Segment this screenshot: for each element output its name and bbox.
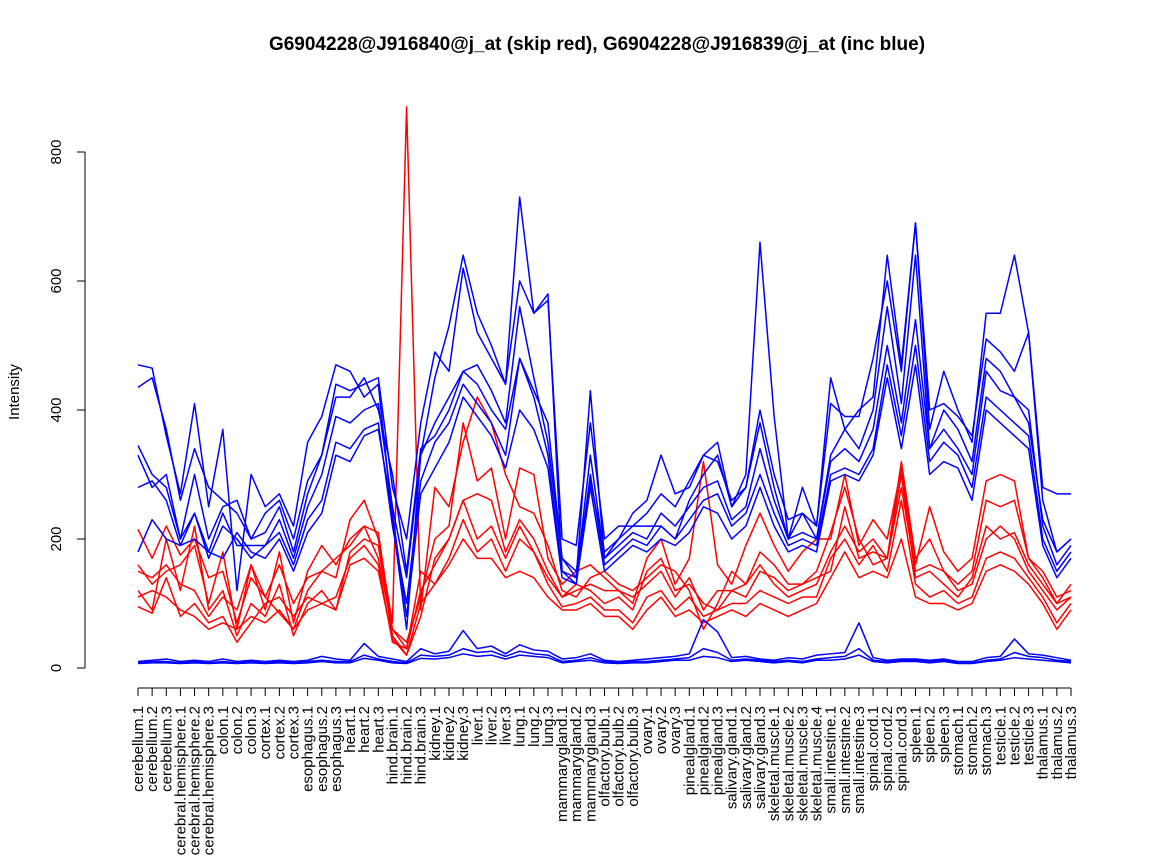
x-tick-label: liver.3	[498, 706, 515, 745]
x-tick-label: small.intestine.3	[851, 706, 868, 814]
x-tick-label: kidney.2	[441, 706, 458, 761]
x-tick-label: salivary.gland.1	[724, 706, 741, 809]
x-tick-label: ovary.2	[653, 706, 670, 754]
x-tick-label: stomach.1	[950, 706, 967, 775]
chart-title: G6904228@J916840@j_at (skip red), G69042…	[269, 34, 925, 55]
x-tick-label: testicle.1	[992, 706, 1009, 765]
inc-series-line-2	[137, 222, 1072, 553]
x-tick-label: lung.1	[512, 706, 529, 747]
y-tick-label: 200	[48, 526, 65, 551]
x-tick-label: stomach.3	[978, 706, 995, 775]
x-axis: cerebellum.1cerebellum.2cerebellum.3cere…	[130, 687, 1080, 855]
x-tick-label: spleen.1	[908, 706, 925, 763]
x-tick-label: heart.3	[370, 706, 387, 753]
x-tick-label: skeletal.muscle.1	[766, 706, 783, 821]
x-tick-label: cerebral.hemisphere.2	[187, 706, 204, 855]
x-tick-label: lung.3	[540, 706, 557, 747]
x-tick-label: cerebellum.1	[130, 706, 147, 792]
x-tick-label: cortex.3	[286, 706, 303, 759]
x-tick-label: skeletal.muscle.2	[780, 706, 797, 821]
x-tick-label: mammarygland.2	[568, 706, 585, 822]
series-layer	[137, 106, 1072, 665]
x-tick-label: hind.brain.2	[399, 706, 416, 784]
x-tick-label: liver.2	[483, 706, 500, 745]
x-tick-label: heart.2	[356, 706, 373, 753]
x-tick-label: cerebral.hemisphere.3	[201, 706, 218, 855]
x-tick-label: colon.2	[229, 706, 246, 754]
inc-series-line-6	[137, 364, 1072, 618]
inc-series-line-4	[137, 318, 1072, 579]
x-tick-label: testicle.3	[1021, 706, 1038, 765]
x-tick-label: olfactory.bulb.1	[597, 706, 614, 807]
x-tick-label: cerebellum.2	[144, 706, 161, 792]
x-tick-label: skeletal.muscle.4	[809, 706, 826, 821]
skip-series-line-3	[137, 486, 1072, 656]
x-tick-label: esophagus.3	[328, 706, 345, 792]
skip-series-line-4	[137, 499, 1072, 650]
x-tick-label: testicle.2	[1006, 706, 1023, 765]
x-tick-label: spinal.cord.1	[865, 706, 882, 791]
inc-series-line-5	[137, 344, 1072, 605]
x-tick-label: salivary.gland.3	[752, 706, 769, 809]
skip-series-line-5	[137, 473, 1072, 650]
x-tick-label: liver.1	[469, 706, 486, 745]
x-tick-label: spinal.cord.2	[879, 706, 896, 791]
x-tick-label: lung.2	[526, 706, 543, 747]
y-axis-label: Intensity	[6, 364, 23, 420]
skip-series-line-2	[137, 422, 1072, 643]
x-tick-label: colon.3	[243, 706, 260, 754]
inc-series-line-9	[137, 653, 1072, 665]
x-tick-label: ovary.3	[667, 706, 684, 754]
skip-series-line-6	[137, 538, 1072, 656]
x-tick-label: spinal.cord.3	[893, 706, 910, 791]
x-tick-label: thalamus.1	[1035, 706, 1052, 779]
x-tick-label: spleen.2	[922, 706, 939, 763]
x-tick-label: cerebellum.3	[158, 706, 175, 792]
x-tick-label: salivary.gland.2	[738, 706, 755, 809]
x-tick-label: stomach.2	[964, 706, 981, 775]
y-tick-label: 0	[48, 664, 65, 672]
x-tick-label: ovary.1	[639, 706, 656, 754]
x-tick-label: hind.brain.1	[384, 706, 401, 784]
x-tick-label: thalamus.2	[1049, 706, 1066, 779]
x-tick-label: skeletal.muscle.3	[794, 706, 811, 821]
x-tick-label: pinealgland.3	[710, 706, 727, 795]
x-tick-label: thalamus.3	[1063, 706, 1080, 779]
x-tick-label: cortex.2	[271, 706, 288, 759]
x-tick-label: olfactory.bulb.2	[611, 706, 628, 807]
y-tick-label: 800	[48, 139, 65, 164]
x-tick-label: cerebral.hemisphere.1	[172, 706, 189, 855]
x-tick-label: pinealgland.2	[695, 706, 712, 795]
x-tick-label: olfactory.bulb.3	[625, 706, 642, 807]
x-tick-label: mammarygland.3	[582, 706, 599, 822]
x-tick-label: colon.1	[215, 706, 232, 754]
x-tick-label: small.intestine.1	[823, 706, 840, 814]
x-tick-label: kidney.1	[427, 706, 444, 761]
y-tick-label: 600	[48, 268, 65, 293]
inc-series-line-7	[137, 618, 1072, 663]
y-tick-label: 400	[48, 397, 65, 422]
y-axis: 0 200 400 600 800	[48, 139, 86, 672]
x-tick-label: esophagus.2	[314, 706, 331, 792]
inc-series-line-3	[137, 254, 1072, 572]
x-tick-label: pinealgland.1	[681, 706, 698, 795]
x-tick-label: heart.1	[342, 706, 359, 753]
x-tick-label: kidney.3	[455, 706, 472, 761]
x-tick-label: cortex.1	[257, 706, 274, 759]
x-tick-label: small.intestine.2	[837, 706, 854, 814]
x-tick-label: mammarygland.1	[554, 706, 571, 822]
x-tick-label: esophagus.1	[300, 706, 317, 792]
x-tick-label: spleen.3	[936, 706, 953, 763]
x-tick-label: hind.brain.3	[413, 706, 430, 784]
